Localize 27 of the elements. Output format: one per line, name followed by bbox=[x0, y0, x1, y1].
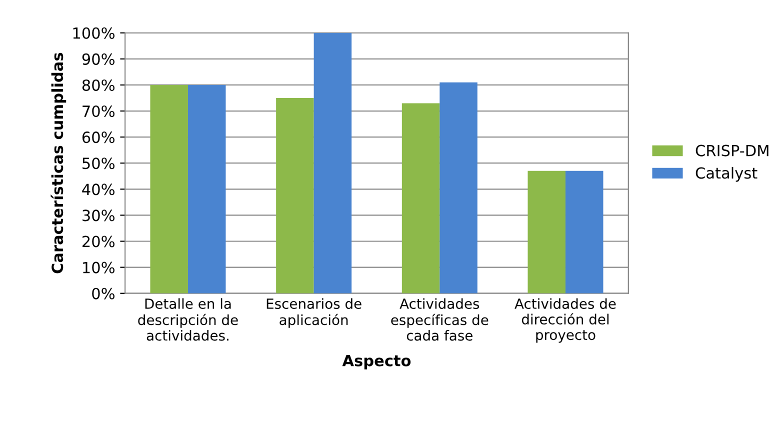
legend-label: Catalyst bbox=[696, 166, 758, 182]
y-tick-label: 0% bbox=[92, 288, 114, 300]
x-tick-label: Actividades específicas de cada fase bbox=[391, 298, 488, 341]
y-tick-label: 80% bbox=[82, 79, 114, 91]
y-tick-label: 60% bbox=[82, 132, 114, 144]
bar bbox=[402, 103, 440, 294]
legend-label: CRISP-DM bbox=[696, 144, 768, 156]
x-axis-title: Aspecto bbox=[342, 355, 411, 370]
y-tick-label: 40% bbox=[82, 184, 114, 196]
bar bbox=[188, 84, 226, 294]
y-tick-label: 90% bbox=[82, 53, 114, 65]
y-axis-title: Características cumplidas bbox=[50, 52, 66, 274]
y-tick-label: 20% bbox=[82, 236, 114, 248]
y-tick-label: 50% bbox=[82, 158, 114, 170]
y-tick-label: 70% bbox=[82, 105, 114, 118]
y-tick-label: 100% bbox=[73, 27, 114, 39]
x-tick-label: Escenarios de aplicación bbox=[266, 298, 362, 328]
bar bbox=[314, 32, 352, 294]
y-tick-label: 10% bbox=[83, 262, 114, 274]
x-tick-label: Detalle en la descripción de actividades. bbox=[138, 298, 238, 341]
bar bbox=[565, 170, 604, 294]
bar bbox=[528, 170, 566, 294]
bar bbox=[150, 84, 188, 294]
bar bbox=[276, 98, 314, 294]
y-tick-label: 30% bbox=[82, 210, 114, 222]
bar bbox=[440, 82, 478, 294]
x-tick-label: Actividades de dirección del proyecto bbox=[514, 298, 616, 343]
